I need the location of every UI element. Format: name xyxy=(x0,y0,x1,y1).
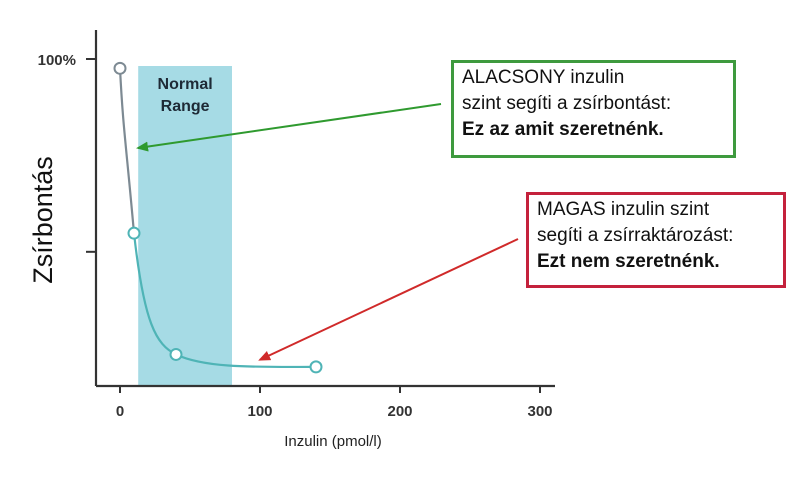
low-insulin-arrow xyxy=(136,103,442,152)
low-callout-line3: Ez az amit szeretnénk. xyxy=(462,119,664,140)
series-line-upper xyxy=(118,68,136,234)
low-insulin-callout: ALACSONY inzulin szint segíti a zsírbont… xyxy=(451,60,736,158)
normal-range-band xyxy=(138,66,232,386)
data-point xyxy=(309,360,323,374)
low-callout-line2: szint segíti a zsírbontást: xyxy=(462,93,672,114)
data-point xyxy=(127,226,141,240)
high-insulin-arrow xyxy=(258,238,519,361)
data-point xyxy=(113,61,127,75)
data-point xyxy=(169,347,183,361)
x-tick-label: 100 xyxy=(247,403,272,420)
y-ticks: 100% xyxy=(38,52,96,253)
high-insulin-callout: MAGAS inzulin szint segíti a zsírraktáro… xyxy=(526,192,786,288)
high-callout-line2: segíti a zsírraktározást: xyxy=(537,225,734,246)
y-axis-title: Zsírbontás xyxy=(28,156,58,284)
data-points xyxy=(113,61,323,374)
x-tick-label: 200 xyxy=(387,403,412,420)
high-callout-line3: Ezt nem szeretnénk. xyxy=(537,251,720,272)
x-ticks: 0 100 200 300 xyxy=(116,386,553,420)
y-tick-label: 100% xyxy=(38,52,76,69)
x-tick-label: 0 xyxy=(116,403,124,420)
low-callout-line1: ALACSONY inzulin xyxy=(462,67,625,88)
x-axis-title: Inzulin (pmol/l) xyxy=(284,433,382,450)
normal-range-label-line1: Normal xyxy=(158,76,213,93)
x-tick-label: 300 xyxy=(527,403,552,420)
normal-range-label-line2: Range xyxy=(161,98,210,115)
high-callout-line1: MAGAS inzulin szint xyxy=(537,199,710,220)
